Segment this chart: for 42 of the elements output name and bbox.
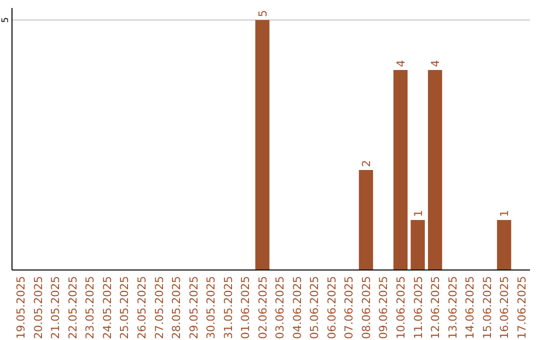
bar [497,220,512,270]
x-tick-label: 13.06.2025 [446,276,460,339]
x-tick-label: 11.06.2025 [412,276,425,339]
x-tick-label: 02.06.2025 [256,276,270,339]
data-label: 5 [256,10,270,17]
data-label: 1 [412,210,425,217]
bar [428,70,442,270]
x-tick-label: 31.05.2025 [222,276,235,339]
x-tick-label: 07.06.2025 [342,276,356,339]
data-label: 2 [360,160,373,167]
x-tick-label: 05.06.2025 [308,276,322,339]
data-label: 4 [429,60,442,67]
x-tick-label: 23.05.2025 [84,276,97,339]
x-tick-label: 12.06.2025 [429,276,442,339]
x-tick-label: 09.06.2025 [377,276,390,339]
x-tick-label: 16.06.2025 [498,276,512,339]
x-tick-label: 14.06.2025 [464,276,477,339]
x-tick-label: 24.05.2025 [100,276,114,339]
bar [358,170,374,270]
x-tick-label: 08.06.2025 [360,276,373,339]
x-tick-label: 26.05.2025 [136,276,148,339]
x-tick-label: 30.05.2025 [204,276,218,339]
x-tick-label: 06.06.2025 [325,276,338,339]
x-tick-label: 03.06.2025 [274,276,287,339]
bar [393,70,408,270]
x-tick-label: 01.06.2025 [239,276,252,339]
x-tick-label: 20.05.2025 [32,276,45,339]
x-tick-label: 19.05.2025 [14,276,28,339]
x-tick-label: 28.05.2025 [170,276,184,339]
x-tick-label: 04.06.2025 [290,276,304,339]
data-label: 4 [394,60,408,67]
x-tick-label: 15.06.2025 [480,276,494,339]
x-tick-label: 29.05.2025 [187,276,200,339]
x-tick-label: 27.05.2025 [152,276,166,339]
data-label: 1 [498,210,512,217]
bar [410,220,425,270]
x-tick-label: 10.06.2025 [394,276,408,339]
x-tick-label: 22.05.2025 [66,276,80,339]
x-tick-label: 21.05.2025 [49,276,62,339]
x-tick-label: 25.05.2025 [118,276,132,339]
x-tick-label: 17.06.2025 [515,276,528,339]
bar [255,20,270,270]
